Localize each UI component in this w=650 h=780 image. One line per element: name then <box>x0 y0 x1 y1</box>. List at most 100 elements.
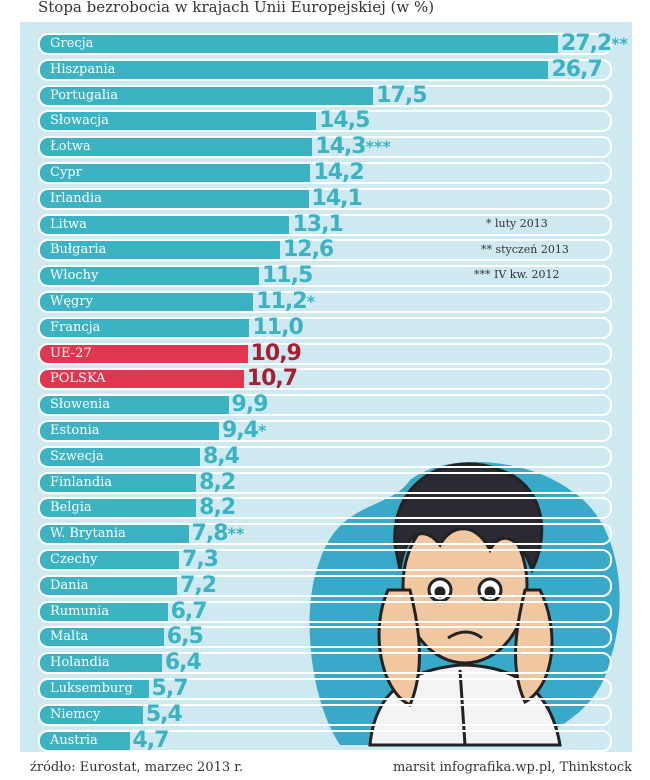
bar <box>40 628 164 647</box>
bar-value-label: 14,2 <box>313 160 364 185</box>
bar-track <box>38 265 612 288</box>
bar <box>40 164 311 182</box>
bar-value-label: 6,7 <box>170 598 208 624</box>
source-note: źródło: Eurostat, marzec 2013 r. <box>30 760 244 775</box>
bar-value-label: 7,2 <box>180 572 217 598</box>
bar-label: Rumunia <box>50 603 110 619</box>
bar-track <box>38 213 612 236</box>
bar-track <box>38 652 612 675</box>
bar-track <box>38 33 612 55</box>
bar <box>40 86 374 105</box>
bar <box>40 654 162 673</box>
bar-row: Cypr 14,2 <box>38 160 612 185</box>
footnote-mark: ** <box>227 524 245 544</box>
footnote-mark: *** <box>365 137 391 157</box>
bar-label: Słowenia <box>50 397 111 413</box>
bar-row: POLSKA 10,7 <box>38 366 612 392</box>
bar-label: Łotwa <box>50 139 91 155</box>
bar <box>40 499 197 518</box>
bar-row: Słowenia 9,9 <box>38 392 612 417</box>
bar-track <box>38 136 612 159</box>
bar <box>40 680 149 698</box>
footnote-1: * luty 2013 <box>486 217 548 230</box>
bar-label: Słowacja <box>50 113 109 129</box>
bar-row: Bułgaria 12,6 <box>38 237 612 262</box>
bar-row: Rumunia 6,7 <box>38 598 612 624</box>
footnote-mark: ** <box>611 34 629 53</box>
bar-row: Portugalia 17,5 <box>38 82 612 108</box>
bar-track <box>38 58 612 81</box>
bar-label: Grecja <box>50 36 94 51</box>
bar-value-label: 6,4 <box>164 650 202 676</box>
bar-value-label: 8,4 <box>202 443 240 469</box>
bar-label: Czechy <box>50 552 98 567</box>
bar-row: Estonia 9,4* <box>38 418 612 443</box>
bar <box>40 189 309 208</box>
bar-track <box>38 84 612 107</box>
bar-row: Luksemburg 5,7 <box>38 676 612 701</box>
bar-value-label: 17,5 <box>376 82 427 108</box>
bar-value-label: 5,4 <box>145 701 183 727</box>
bar-track <box>38 239 612 262</box>
bar <box>40 705 143 724</box>
chart-title: Stopa bezrobocia w krajach Unii Europejs… <box>38 0 435 16</box>
bar-track <box>38 729 612 752</box>
bar-value-label: 10,9 <box>250 340 302 366</box>
bar-label: Estonia <box>50 423 100 438</box>
bar <box>40 396 229 415</box>
bar-row: Litwa 13,1 <box>38 211 612 237</box>
bar <box>40 602 168 621</box>
bar-value-label: 8,2 <box>199 469 236 495</box>
bar-row: Finlandia 8,2 <box>38 469 612 495</box>
bar <box>40 241 280 260</box>
bar-row: Czechy 7,3 <box>38 547 612 572</box>
bar-row: Belgia 8,2 <box>38 495 612 520</box>
bar-value-label: 11,2* <box>256 289 315 314</box>
bar-row: Holandia 6,4 <box>38 650 612 676</box>
bar <box>40 447 200 466</box>
bar-track <box>38 368 612 391</box>
bar-row: Słowacja 14,5 <box>38 108 612 133</box>
bar-label: Litwa <box>50 216 87 232</box>
bar-value-label: 11,5 <box>262 263 313 289</box>
bar-label: Austria <box>50 732 98 748</box>
bar-label: Holandia <box>50 655 110 671</box>
bar <box>40 318 250 337</box>
bar <box>40 576 178 595</box>
bar-track <box>38 110 612 133</box>
credit-note: marsit infografika.wp.pl, Thinkstock <box>392 760 632 775</box>
bar <box>40 138 313 157</box>
bar-value-label: 4,7 <box>132 727 170 753</box>
bar-track <box>38 445 612 468</box>
bar-label: UE-27 <box>50 345 92 361</box>
bar-label: Hiszpania <box>50 61 116 77</box>
bar-track <box>38 497 612 520</box>
bar-row: Dania 7,2 <box>38 572 612 598</box>
bar-row: Włochy 11,5 <box>38 263 612 289</box>
bar-row: Łotwa 14,3*** <box>38 134 612 159</box>
bar-track <box>38 187 612 210</box>
bar-value-label: 14,1 <box>311 185 363 211</box>
bar <box>40 112 317 131</box>
bar <box>40 473 197 492</box>
bar-track <box>38 420 612 442</box>
bar <box>40 60 549 79</box>
bar-value-label: 10,7 <box>246 366 298 392</box>
bar-value-label: 9,4* <box>222 418 267 443</box>
bar-row: UE-27 10,9 <box>38 340 612 366</box>
bar-track <box>38 626 612 649</box>
bar-label: Irlandia <box>50 190 102 206</box>
bar-track <box>38 342 612 365</box>
bar-row: Irlandia 14,1 <box>38 185 612 211</box>
bar-value-label: 13,1 <box>292 211 343 237</box>
bar-track <box>38 523 612 546</box>
bar-label: Malta <box>50 629 89 645</box>
bar-track <box>38 703 612 726</box>
bar-value-label: 26,7 <box>551 56 602 82</box>
bar <box>40 422 219 440</box>
bar-row: Szwecja 8,4 <box>38 443 612 469</box>
bar-value-label: 6,5 <box>166 624 204 650</box>
bar-row: Niemcy 5,4 <box>38 701 612 727</box>
bar-row: Węgry 11,2* <box>38 289 612 314</box>
bar-label: Niemcy <box>50 706 101 722</box>
